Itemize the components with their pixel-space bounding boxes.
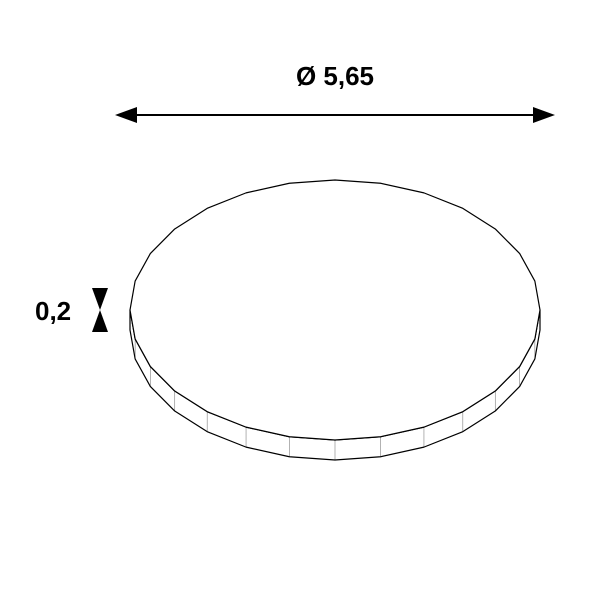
disc-top [130,180,540,440]
arrow-right-icon [533,107,555,123]
arrow-left-icon [115,107,137,123]
arrow-up-icon [92,310,108,332]
arrow-down-icon [92,288,108,310]
diameter-label: Ø 5,65 [296,61,374,91]
thickness-label: 0,2 [35,296,71,326]
